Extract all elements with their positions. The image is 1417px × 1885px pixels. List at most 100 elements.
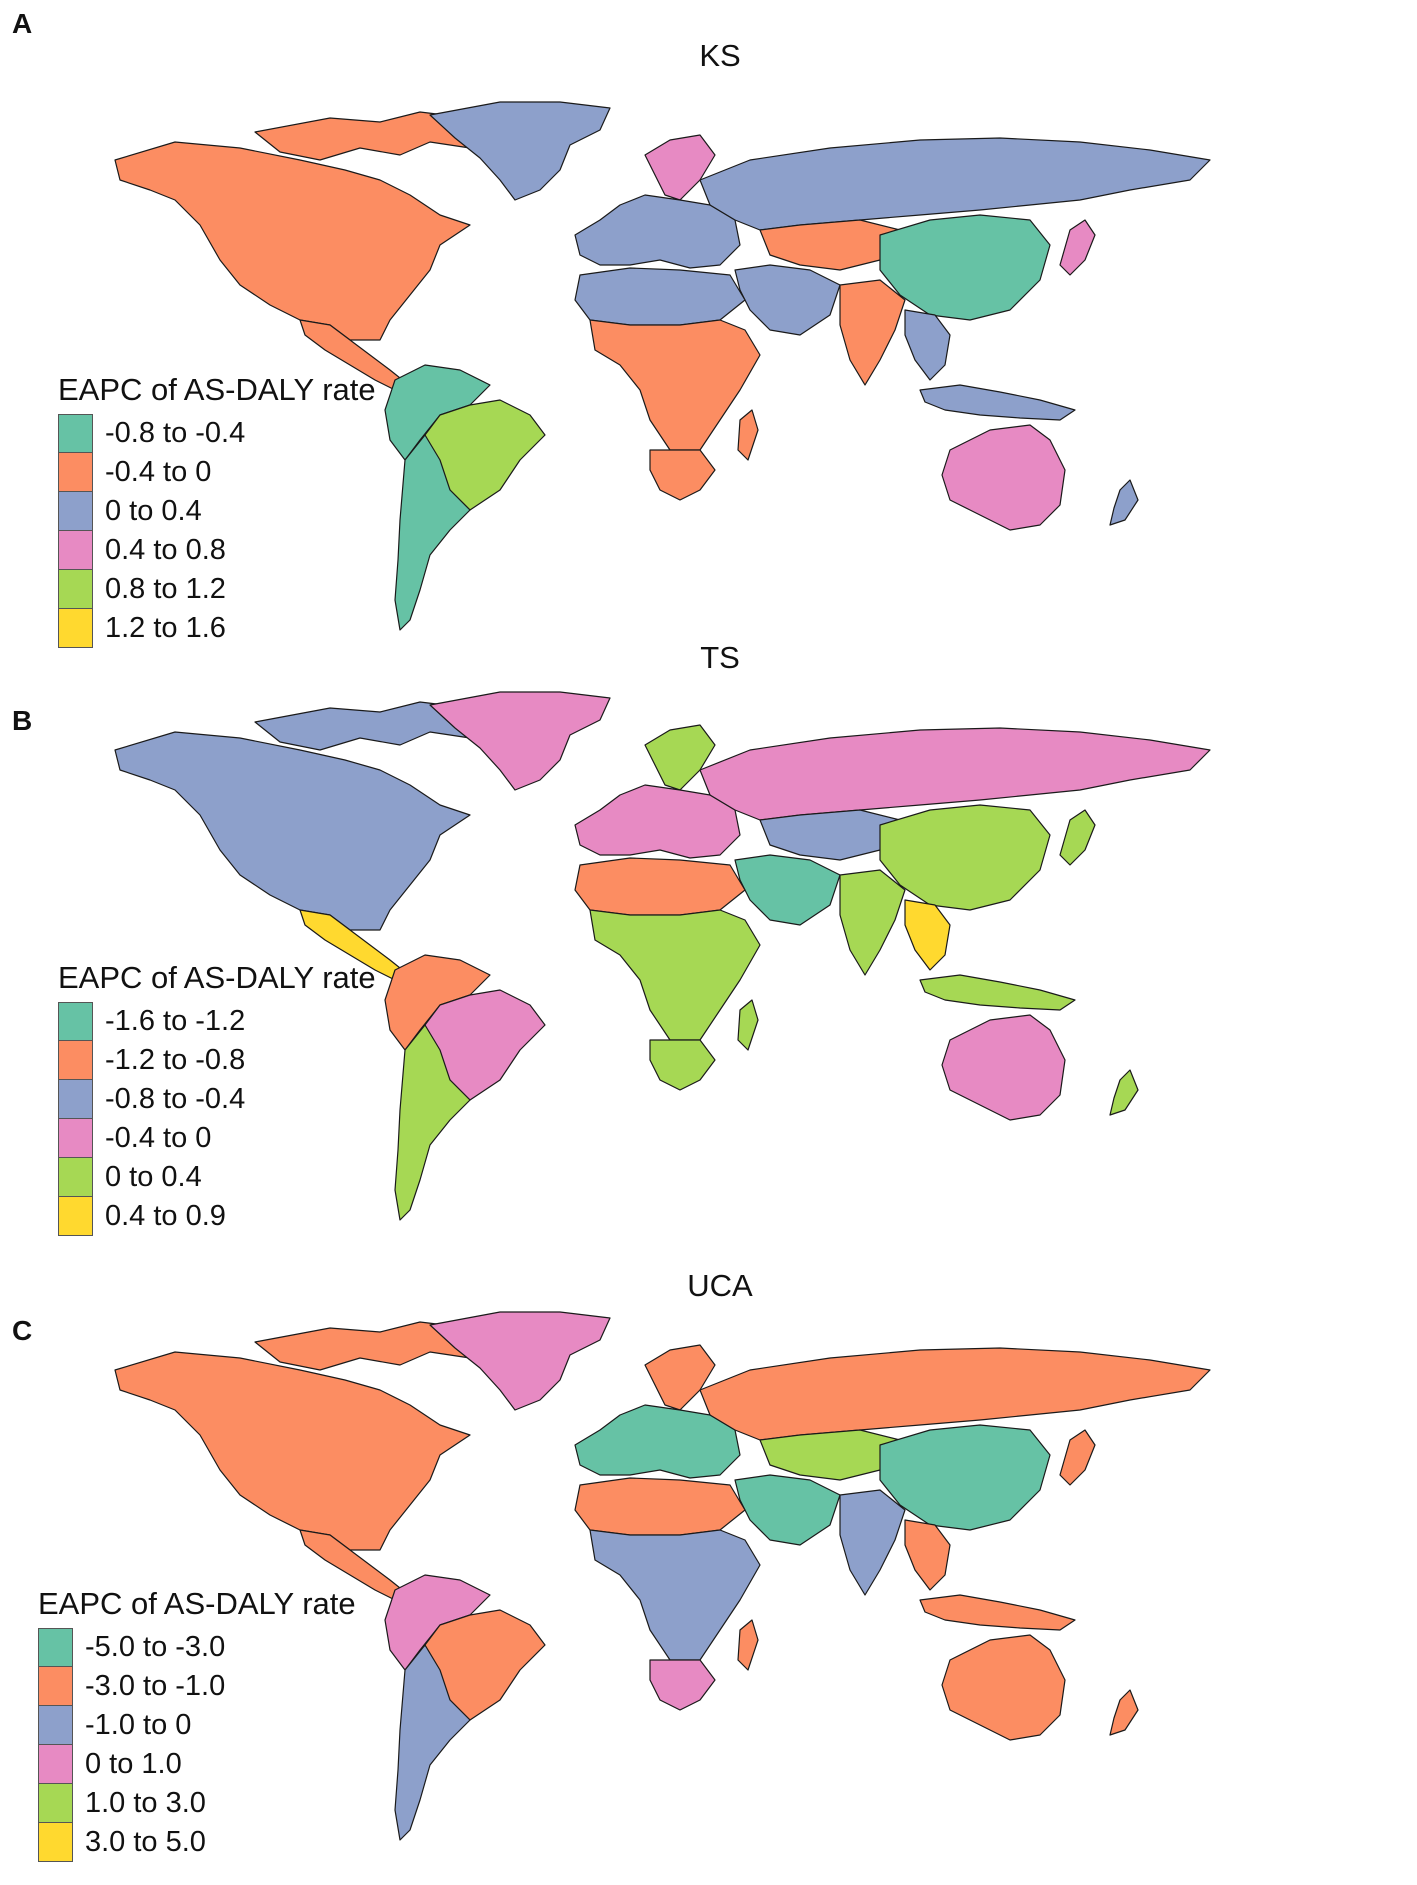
world-map bbox=[114, 101, 1211, 631]
legend-label: 0.4 to 0.8 bbox=[105, 534, 226, 566]
legend-label: 0.4 to 0.9 bbox=[105, 1200, 226, 1232]
legend-swatch bbox=[58, 1080, 93, 1119]
legend-item: 3.0 to 5.0 bbox=[38, 1823, 356, 1862]
region-central-asia bbox=[759, 809, 901, 861]
legend-swatch bbox=[38, 1784, 73, 1823]
legend-swatch bbox=[58, 531, 93, 570]
panel-a: A KS EAPC of AS-DALY rate -0.8 to -0.4 -0… bbox=[0, 0, 1417, 648]
legend-label: -3.0 to -1.0 bbox=[85, 1670, 226, 1702]
legend-item: -0.8 to -0.4 bbox=[58, 1080, 376, 1119]
region-china bbox=[879, 1424, 1051, 1531]
region-south-america-south bbox=[394, 1644, 471, 1841]
legend-item: 0 to 0.4 bbox=[58, 1158, 376, 1197]
region-india bbox=[839, 279, 906, 386]
region-japan bbox=[1059, 219, 1096, 276]
legend-item: 0 to 0.4 bbox=[58, 492, 376, 531]
region-madagascar bbox=[737, 409, 759, 461]
map-title: KS bbox=[699, 38, 741, 73]
region-greenland bbox=[429, 101, 611, 201]
legend-swatch bbox=[58, 1158, 93, 1197]
region-southeast-asia bbox=[904, 1519, 951, 1591]
legend-item: 1.0 to 3.0 bbox=[38, 1784, 356, 1823]
region-new-zealand bbox=[1109, 1069, 1139, 1116]
legend-label: -1.2 to -0.8 bbox=[105, 1044, 246, 1076]
legend-item: -1.6 to -1.2 bbox=[58, 1002, 376, 1041]
legend-item: -1.2 to -0.8 bbox=[58, 1041, 376, 1080]
panel-c: C UCA EAPC of AS-DALY rate -5.0 to -3.0 -… bbox=[0, 1260, 1417, 1885]
region-southeast-asia bbox=[904, 309, 951, 381]
legend-swatch bbox=[58, 414, 93, 453]
legend-swatch bbox=[58, 1002, 93, 1041]
legend-label: -0.8 to -0.4 bbox=[105, 417, 246, 449]
legend-swatch bbox=[38, 1823, 73, 1862]
region-south-africa bbox=[649, 1659, 716, 1711]
legend-item: -1.0 to 0 bbox=[38, 1706, 356, 1745]
region-japan bbox=[1059, 1429, 1096, 1486]
region-europe bbox=[574, 194, 741, 269]
region-europe bbox=[574, 784, 741, 859]
region-north-america bbox=[114, 731, 471, 931]
legend-item: -3.0 to -1.0 bbox=[38, 1667, 356, 1706]
region-north-africa bbox=[574, 1477, 746, 1536]
region-japan bbox=[1059, 809, 1096, 866]
legend-item: 0.8 to 1.2 bbox=[58, 570, 376, 609]
region-russia bbox=[699, 137, 1211, 231]
region-central-asia bbox=[759, 1429, 901, 1481]
region-sub-saharan-africa bbox=[589, 909, 761, 1041]
legend-item: 1.2 to 1.6 bbox=[58, 609, 376, 648]
region-indonesia bbox=[919, 974, 1076, 1011]
region-new-zealand bbox=[1109, 479, 1139, 526]
region-india bbox=[839, 1489, 906, 1596]
region-southeast-asia bbox=[904, 899, 951, 971]
legend-item: 0.4 to 0.8 bbox=[58, 531, 376, 570]
region-china bbox=[879, 804, 1051, 911]
legend-label: 1.0 to 3.0 bbox=[85, 1787, 206, 1819]
legend-label: 1.2 to 1.6 bbox=[105, 612, 226, 644]
legend-label: -5.0 to -3.0 bbox=[85, 1631, 226, 1663]
region-middle-east bbox=[734, 264, 841, 336]
region-madagascar bbox=[737, 1619, 759, 1671]
legend-item: 0.4 to 0.9 bbox=[58, 1197, 376, 1236]
legend-swatch bbox=[58, 1041, 93, 1080]
legend-swatch bbox=[58, 492, 93, 531]
legend-label: 0 to 0.4 bbox=[105, 1161, 202, 1193]
region-australia bbox=[941, 424, 1066, 531]
region-north-america bbox=[114, 141, 471, 341]
legend-swatch bbox=[38, 1706, 73, 1745]
panel-letter: A bbox=[12, 8, 33, 39]
legend-swatch bbox=[58, 609, 93, 648]
region-greenland bbox=[429, 1311, 611, 1411]
legend-label: -1.6 to -1.2 bbox=[105, 1005, 246, 1037]
legend-item: 0 to 1.0 bbox=[38, 1745, 356, 1784]
world-map bbox=[114, 1311, 1211, 1841]
legend-swatch bbox=[58, 570, 93, 609]
region-madagascar bbox=[737, 999, 759, 1051]
region-russia bbox=[699, 727, 1211, 821]
legend-label: -1.0 to 0 bbox=[85, 1709, 192, 1741]
region-china bbox=[879, 214, 1051, 321]
legend-label: 0 to 0.4 bbox=[105, 495, 202, 527]
region-indonesia bbox=[919, 384, 1076, 421]
region-south-africa bbox=[649, 1039, 716, 1091]
legend-label: -0.4 to 0 bbox=[105, 456, 212, 488]
region-greenland bbox=[429, 691, 611, 791]
region-sub-saharan-africa bbox=[589, 319, 761, 451]
region-india bbox=[839, 869, 906, 976]
region-russia bbox=[699, 1347, 1211, 1441]
region-central-asia bbox=[759, 219, 901, 271]
region-sub-saharan-africa bbox=[589, 1529, 761, 1661]
region-north-africa bbox=[574, 857, 746, 916]
region-south-america-south bbox=[394, 434, 471, 631]
panel-letter: B bbox=[12, 705, 33, 736]
legend: EAPC of AS-DALY rate -0.8 to -0.4 -0.4 to… bbox=[58, 372, 376, 648]
legend-title: EAPC of AS-DALY rate bbox=[58, 372, 376, 407]
legend-label: 0 to 1.0 bbox=[85, 1748, 182, 1780]
legend-swatch bbox=[58, 1197, 93, 1236]
legend-label: 3.0 to 5.0 bbox=[85, 1826, 206, 1858]
map-title: UCA bbox=[687, 1268, 753, 1303]
legend-label: -0.8 to -0.4 bbox=[105, 1083, 246, 1115]
legend: EAPC of AS-DALY rate -5.0 to -3.0 -3.0 to… bbox=[38, 1586, 356, 1862]
legend-swatch bbox=[38, 1745, 73, 1784]
panel-letter: C bbox=[12, 1315, 33, 1346]
legend-swatch bbox=[58, 1119, 93, 1158]
